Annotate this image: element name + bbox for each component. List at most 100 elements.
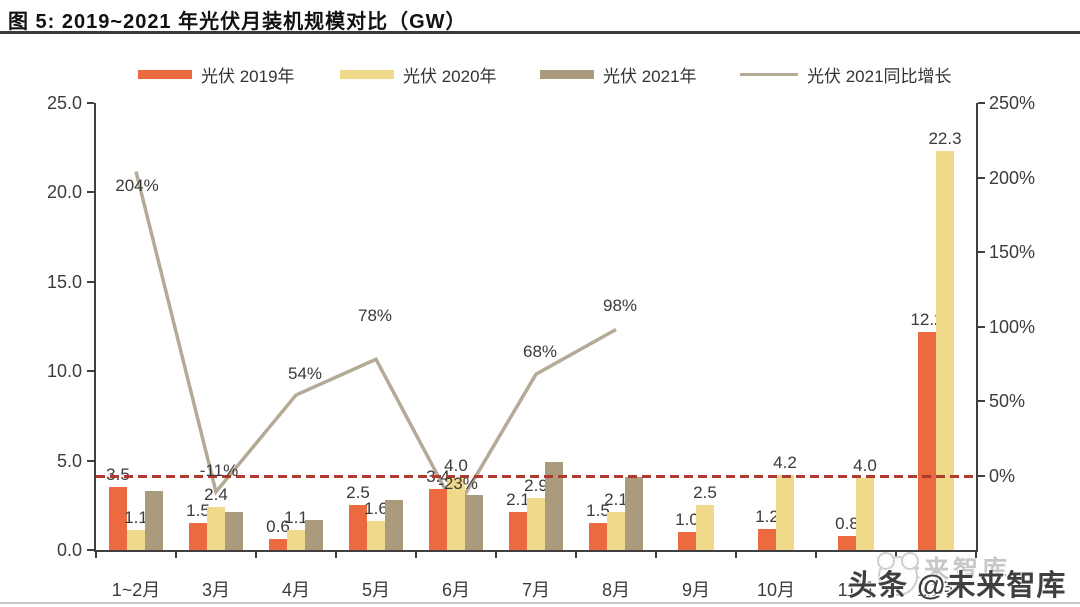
y-left-tick-label: 5.0 — [56, 450, 82, 471]
chart-legend: 光伏 2019年 光伏 2020年 光伏 2021年 光伏 2021同比增长 — [0, 62, 1080, 86]
panda-logo-icon — [877, 552, 919, 596]
bar-光伏 2020年-9月 — [696, 505, 714, 550]
y-left-tick — [87, 191, 94, 194]
growth-point-label: -11% — [199, 460, 239, 480]
bar-value-label: 2.4 — [204, 485, 228, 505]
watermark-text: 头条 @未来智库 — [848, 570, 1067, 602]
y-right-tick — [978, 102, 985, 104]
x-axis-tick — [415, 552, 417, 558]
bar-光伏 2020年-3月 — [207, 507, 225, 550]
y-left-tick — [87, 370, 94, 373]
x-category-label: 8月 — [601, 580, 630, 600]
bar-value-label: 12.2 — [910, 309, 944, 329]
growth-point-label: -23% — [438, 473, 478, 493]
x-category-label: 9月 — [681, 580, 710, 600]
bar-光伏 2020年-4月 — [287, 530, 305, 550]
x-category-label: 7月 — [521, 580, 550, 600]
bar-光伏 2021年-4月 — [305, 519, 323, 550]
bar-光伏 2020年-10月 — [776, 474, 794, 550]
x-category-label: 1~2月 — [111, 580, 161, 600]
x-axis-tick — [975, 552, 977, 558]
bar-光伏 2020年-5月 — [367, 521, 385, 550]
bar-value-label: 1.2 — [755, 506, 779, 526]
x-category-label: 10月 — [756, 580, 796, 600]
bar-value-label: 4.0 — [853, 456, 877, 476]
x-category-label: 12月 — [916, 580, 956, 600]
growth-line — [134, 171, 617, 514]
x-axis-tick — [575, 552, 577, 558]
bar-光伏 2019年-5月 — [349, 505, 367, 550]
x-category-label: 3月 — [201, 580, 230, 600]
y-right-tick — [978, 325, 985, 328]
growth-point-label: 98% — [602, 296, 638, 316]
y-right-tick-label: 150% — [989, 242, 1036, 262]
legend-label: 光伏 2021年 — [603, 66, 697, 86]
y-left-tick — [87, 102, 94, 104]
bar-value-label: 1.0 — [675, 510, 699, 530]
y-right-tick — [978, 251, 985, 253]
bar-光伏 2021年-5月 — [385, 499, 403, 550]
x-axis-tick — [815, 552, 817, 558]
bar-value-label: 2.1 — [604, 490, 628, 510]
bar-光伏 2021年-8月 — [625, 476, 643, 550]
y-right-tick-label: 250% — [989, 93, 1036, 113]
bar-光伏 2021年-1~2月 — [145, 490, 163, 550]
bar-value-label: 2.9 — [524, 476, 548, 496]
bar-光伏 2019年-10月 — [758, 528, 776, 550]
x-axis-tick — [255, 552, 257, 558]
x-axis-tick — [655, 552, 657, 558]
growth-point-label: 54% — [287, 364, 323, 384]
legend-item-3: 光伏 2021年 — [540, 62, 697, 86]
legend-bar-swatch — [340, 69, 394, 79]
zero-reference-line — [96, 474, 976, 478]
y-right-tick — [978, 400, 985, 402]
bar-光伏 2019年-3月 — [189, 523, 207, 550]
legend-label: 光伏 2021同比增长 — [807, 66, 952, 86]
x-axis-tick — [895, 552, 897, 558]
y-right-tick-label: 50% — [989, 391, 1026, 411]
legend-label: 光伏 2020年 — [403, 66, 497, 86]
y-axis-right — [976, 103, 978, 552]
bar-光伏 2019年-4月 — [269, 539, 287, 550]
bar-光伏 2021年-3月 — [225, 512, 243, 550]
bar-光伏 2019年-6月 — [429, 489, 447, 550]
x-category-label: 11月 — [837, 580, 875, 600]
x-category-label: 6月 — [441, 580, 470, 600]
legend-item-4: 光伏 2021同比增长 — [740, 62, 952, 86]
bar-光伏 2020年-8月 — [607, 512, 625, 550]
bar-value-label: 2.1 — [506, 490, 530, 510]
x-axis-tick — [735, 552, 737, 558]
y-right-tick — [978, 176, 985, 179]
y-left-tick-label: 10.0 — [46, 361, 82, 382]
bar-value-label: 1.1 — [284, 508, 308, 528]
growth-point-label: 204% — [115, 175, 159, 195]
bar-光伏 2019年-1~2月 — [109, 487, 127, 550]
watermark: 未来智库 头条 @未来智库 — [840, 548, 1080, 604]
growth-point-label: 78% — [357, 306, 393, 326]
legend-line-swatch — [740, 72, 798, 76]
x-axis-tick — [175, 552, 177, 558]
bar-value-label: 2.5 — [693, 483, 717, 503]
legend-item-2: 光伏 2020年 — [340, 62, 497, 86]
y-left-tick-label: 0.0 — [56, 540, 82, 560]
x-axis-tick — [335, 552, 337, 558]
figure-title: 图 5: 2019~2021 年光伏月装机规模对比（GW） — [8, 11, 467, 33]
y-left-tick-label: 25.0 — [46, 93, 82, 113]
bar-光伏 2020年-1~2月 — [127, 530, 145, 550]
x-category-label: 4月 — [281, 580, 310, 600]
legend-item-1: 光伏 2019年 — [138, 62, 295, 86]
bar-光伏 2020年-6月 — [447, 478, 465, 550]
y-right-tick-label: 100% — [989, 316, 1036, 337]
bar-value-label: 1.5 — [586, 501, 610, 521]
bar-光伏 2021年-7月 — [545, 462, 563, 550]
bar-光伏 2020年-7月 — [527, 498, 545, 550]
legend-bar-swatch — [138, 69, 192, 79]
bar-光伏 2019年-9月 — [678, 532, 696, 550]
y-right-tick-label: 0% — [989, 465, 1016, 486]
x-axis-tick — [495, 552, 497, 558]
bar-光伏 2020年-12月 — [936, 151, 954, 550]
bar-value-label: 1.1 — [124, 508, 148, 528]
